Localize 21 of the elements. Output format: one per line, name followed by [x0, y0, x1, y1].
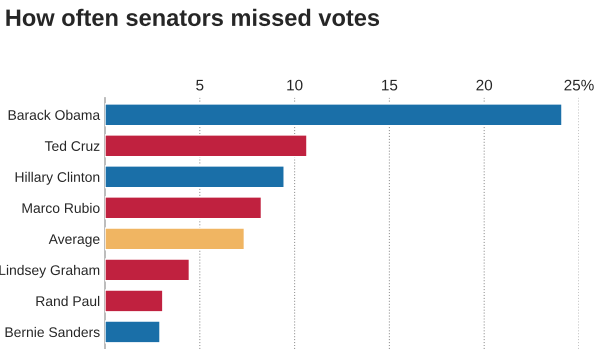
x-tick-label: 20	[476, 80, 492, 91]
bar	[105, 103, 563, 126]
x-tick-label: 10	[287, 80, 302, 91]
x-tick-label: 25%	[564, 80, 594, 91]
y-tick-label: Rand Paul	[36, 296, 100, 306]
chart-title: How often senators missed votes	[6, 8, 380, 26]
y-tick-label: Marco Rubio	[22, 202, 100, 214]
y-tick-label: Average	[48, 234, 100, 247]
bar	[105, 165, 285, 188]
bar	[105, 320, 161, 344]
y-tick-label: Barack Obama	[8, 110, 100, 120]
y-tick-label: Hillary Clinton	[16, 172, 100, 185]
bar	[105, 258, 190, 282]
bar	[105, 196, 262, 220]
y-tick-label: Ted Cruz	[44, 140, 100, 151]
bar	[105, 134, 308, 158]
bar	[105, 289, 164, 312]
y-tick-label: Bernie Sanders	[6, 326, 100, 338]
x-tick-label: 15	[382, 80, 398, 91]
bar	[105, 227, 246, 250]
x-tick-label: 5	[196, 80, 204, 91]
